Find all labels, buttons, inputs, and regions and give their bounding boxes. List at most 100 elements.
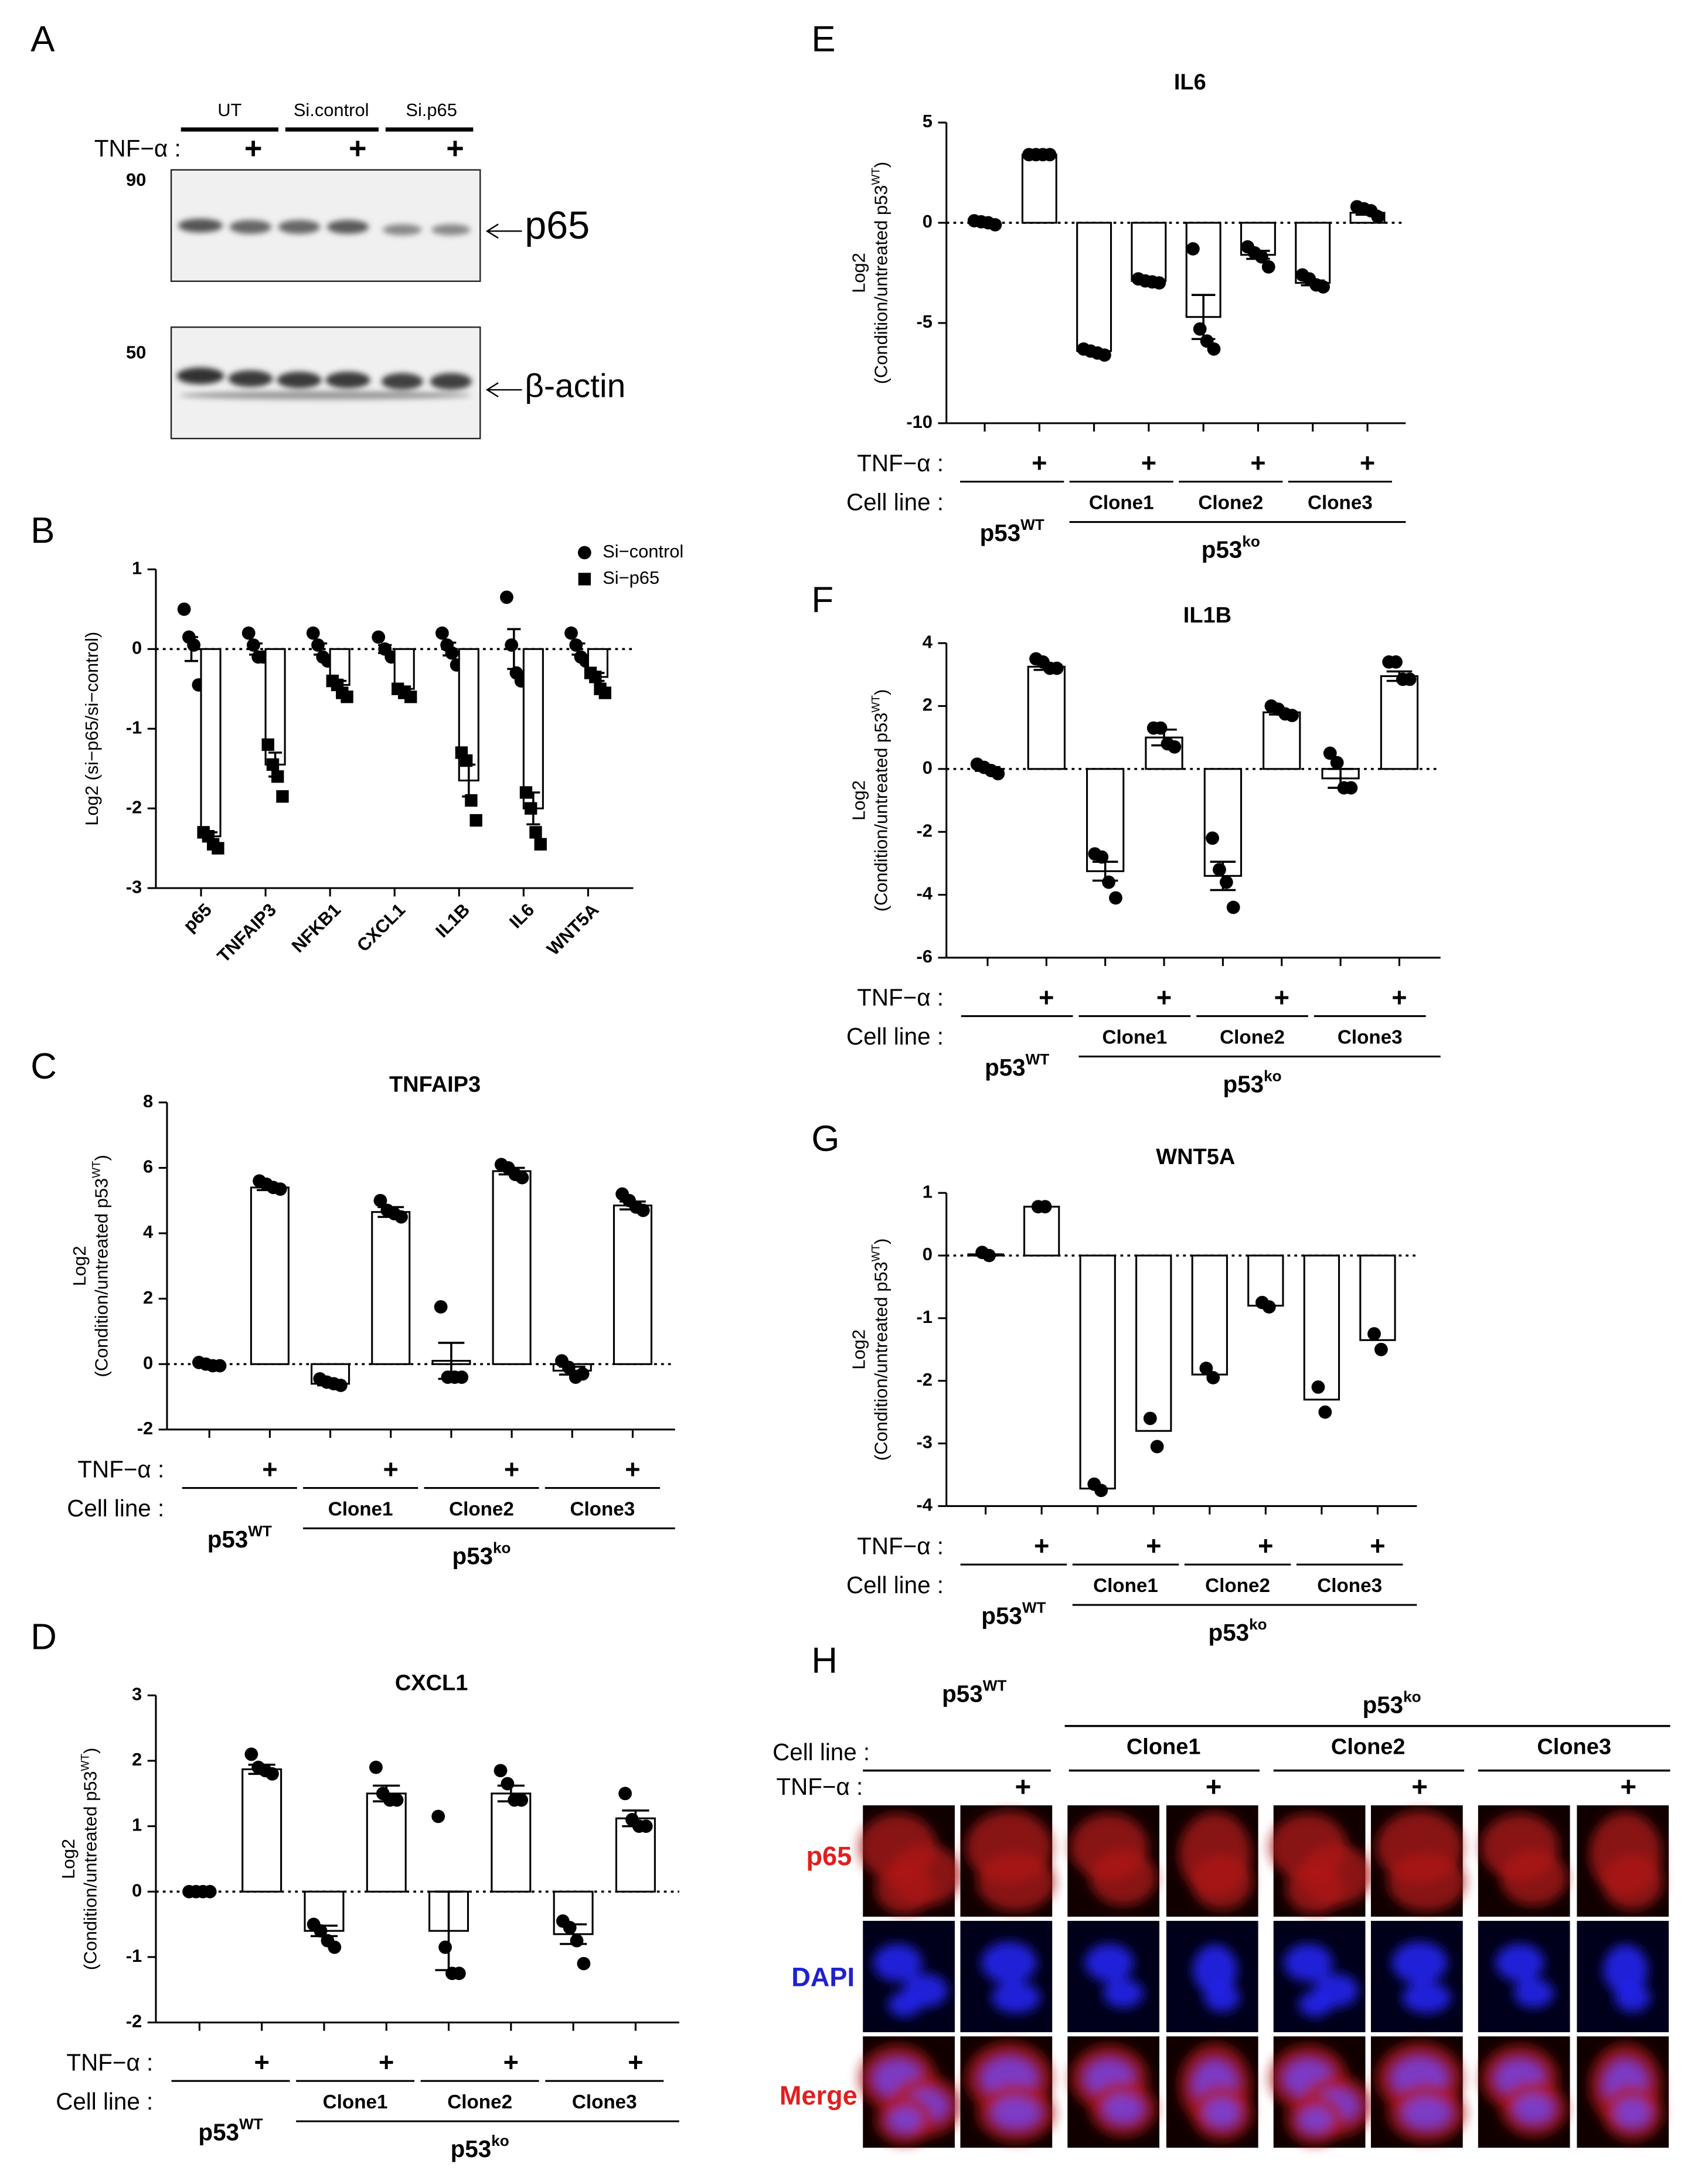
cells [1179,2043,1253,2141]
arrow [485,223,522,239]
ko-label: p53ko [1209,1615,1267,1646]
y-axis-label: (Condition/untreated p53WT) [90,1155,112,1377]
chart-title: WNT5A [1156,1145,1235,1169]
y-label-base: (Condition/untreated p53 [871,185,891,385]
tnf-plus: + [1146,1531,1161,1561]
data-point [577,1957,591,1971]
tnf-label: TNF−α : [857,984,944,1011]
bar [366,1792,407,1893]
ko-label: p53ko [451,2132,509,2162]
tnf-plus: + [349,131,367,165]
y-tick-label: 6 [143,1156,153,1177]
data-point [1095,850,1109,864]
wt-label-sup: WT [239,2115,263,2132]
data-point [1254,250,1268,264]
x-tick-label: WNT5A [543,899,603,959]
y-tick-label: -2 [917,1369,933,1390]
data-point [438,1940,452,1954]
tnf-plus: + [1391,982,1407,1012]
data-point [276,790,289,803]
cell [1602,1854,1663,1910]
data-point [1316,280,1330,294]
bar [522,648,544,809]
wt-label-base: p53 [198,2118,239,2145]
data-point [982,1249,996,1263]
data-point [1094,1484,1108,1498]
nucleus [1402,2097,1451,2129]
data-point [1143,1411,1157,1426]
nucleus [991,2097,1041,2129]
cells [1589,2043,1663,2141]
tnf-label: TNF−α : [77,1456,164,1483]
cells [859,2044,962,2145]
tnf-plus: + [1411,1771,1428,1802]
tnf-plus: + [1141,448,1156,478]
nucleus [1298,1992,1332,2017]
bar [200,648,222,838]
y-tick-label: 0 [132,1880,142,1900]
ko-label-base: p53 [1363,1691,1404,1718]
tnf-plus: + [1206,1771,1222,1802]
tnf-plus: + [1034,1531,1049,1561]
y-tick-label: -2 [137,1418,153,1438]
mw-marker: 50 [126,342,146,362]
clone-label: Clone1 [1127,1735,1201,1760]
data-point [1206,831,1219,845]
y-tick-label: -1 [917,1307,933,1327]
data-point [435,626,449,640]
panel-letter: A [30,19,55,60]
y-tick-label: -5 [917,311,933,332]
cells [1495,1944,1554,2008]
nucleus [1402,1981,1451,2013]
data-point [598,686,611,699]
y-axis-label: (Condition/untreated p53WT) [870,1239,891,1461]
y-tick-label: -4 [917,883,933,904]
bar [612,1205,652,1365]
data-point [311,638,325,652]
cells [1376,2042,1466,2142]
data-point [434,1300,448,1314]
panel-letter: E [811,19,835,60]
data-point [306,626,320,640]
blot-panel: UT Si.control Si.p65 TNF−α : + + + 90 50… [94,100,625,440]
clone-label: Clone3 [570,1498,635,1520]
data-point [577,546,591,560]
legend-label: Si−p65 [603,567,659,588]
bar [1027,665,1066,770]
clone-label: Clone2 [1331,1735,1406,1760]
data-point [589,671,602,683]
data-point [1207,342,1221,356]
data-point [177,602,191,616]
data-point [187,638,201,652]
y-tick-label: 4 [923,631,933,652]
cells [1589,1812,1663,1910]
data-point [505,638,519,652]
y-tick-label: 0 [923,1244,933,1264]
data-point [455,1370,469,1384]
tnf-plus: + [628,2047,643,2077]
cell-line-label: Cell line : [846,488,944,515]
wt-label: p53WT [980,516,1044,546]
nucleus [1298,2107,1332,2133]
y-label-end: ) [91,1155,112,1161]
y-tick-label: 2 [132,1749,142,1770]
data-point [465,794,478,807]
data-point [525,802,537,815]
y-tick-label: 1 [132,1815,142,1835]
tnf-plus: + [1039,982,1054,1012]
clone-label: Clone2 [1205,1575,1270,1597]
cells [873,1944,948,2017]
y-axis-label: Log2 [69,1246,90,1286]
nucleus [1603,1944,1648,1995]
data-point [529,826,542,839]
tnf-plus: + [1258,1531,1273,1561]
bar [1203,768,1243,877]
tnf-plus: + [1360,448,1375,478]
data-point [1098,348,1111,362]
ko-label: p53ko [1202,532,1260,563]
data-point [1403,672,1417,686]
clone-label: Clone3 [1317,1575,1382,1597]
tnf-plus: + [262,1454,277,1484]
blot-group: UT [217,100,241,120]
